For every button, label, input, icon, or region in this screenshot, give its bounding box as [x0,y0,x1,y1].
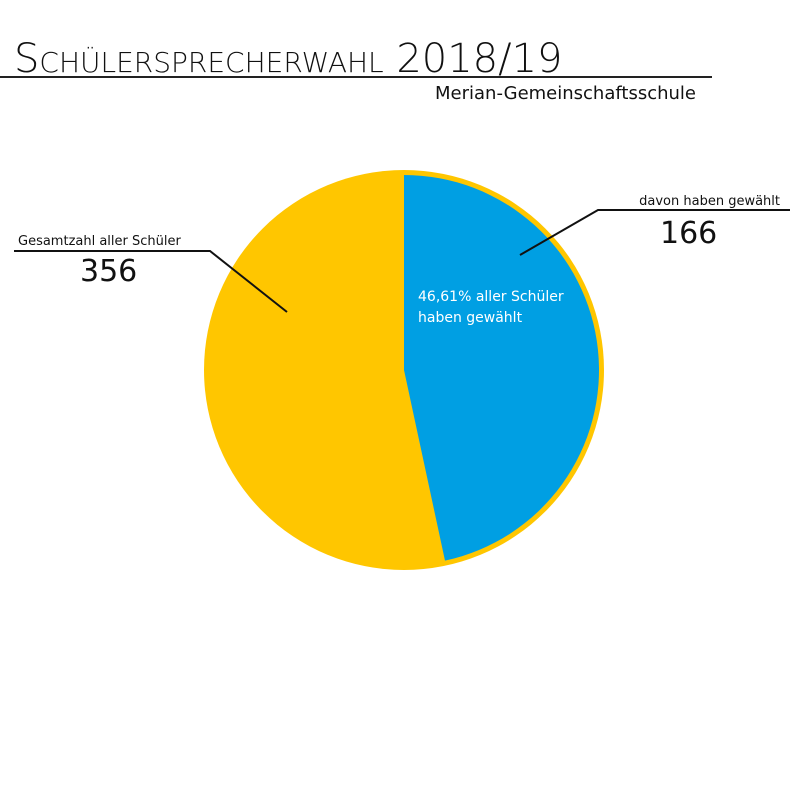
annotation: haben gewählt [418,310,523,326]
leader-line [519,209,790,256]
annotation: 46,61% aller Schüler [418,289,564,305]
legend-label: Gesamtzahl aller Schüler [18,234,181,249]
legend-label: davon haben gewählt [639,194,780,209]
value-label: 166 [660,216,717,251]
labels: Gesamtzahl aller Schüler 356 davon haben… [14,194,790,326]
pie-slice [404,175,599,561]
pie [204,170,604,570]
value-label: 356 [80,254,137,289]
chart-subtitle: Merian-Gemeinschaftsschule [435,83,696,104]
chart-title: Schülersprecherwahl 2018/19 [14,36,563,82]
leader-line [14,250,288,313]
